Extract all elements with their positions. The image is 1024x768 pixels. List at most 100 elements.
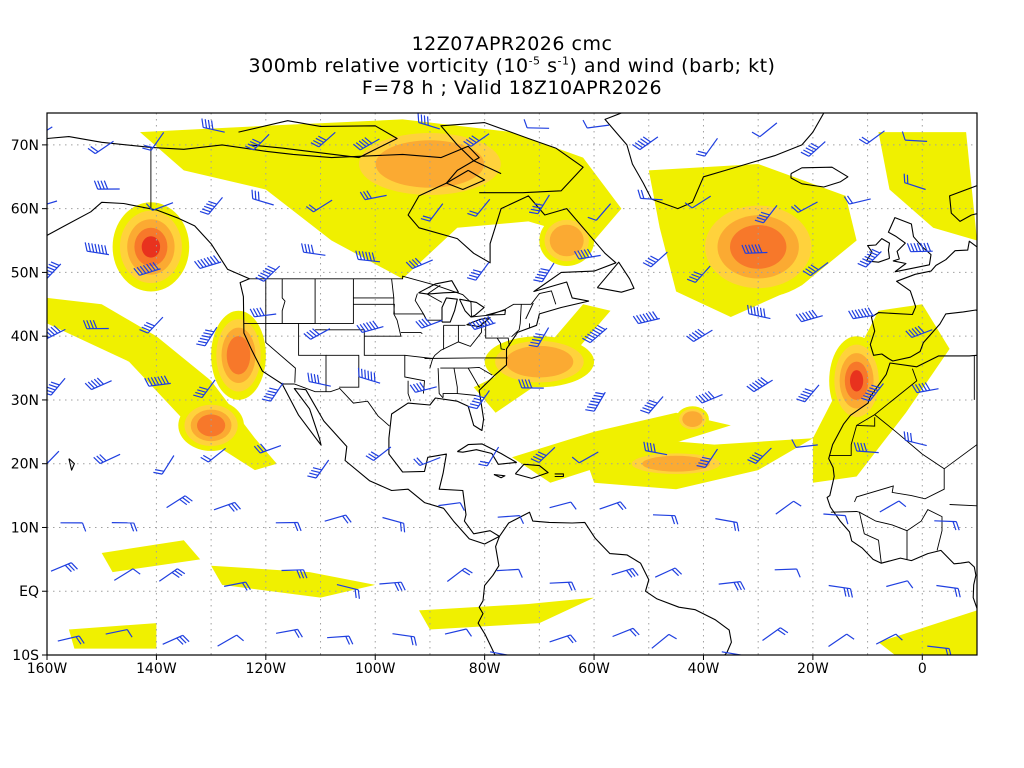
vorticity-tropical-atlantic-band	[621, 450, 731, 477]
wind-barb	[275, 628, 303, 639]
wind-barb	[478, 446, 500, 467]
border-segment-17	[407, 380, 412, 402]
wind-barb	[47, 450, 60, 465]
wind-barb	[523, 119, 550, 129]
contour-level-3	[505, 345, 574, 378]
wind-barb	[549, 501, 577, 510]
wind-barb	[145, 202, 174, 211]
baffin-island	[440, 122, 584, 194]
border-segment-6	[265, 323, 296, 383]
wind-barb	[133, 262, 161, 276]
x-tick-label: 80W	[469, 661, 501, 677]
plot-area	[47, 113, 977, 655]
wind-barb	[686, 328, 713, 343]
wind-barb	[654, 567, 683, 578]
wind-barb	[356, 320, 384, 333]
wind-barb	[139, 316, 164, 334]
border-segment-3	[265, 278, 316, 324]
wind-barb	[307, 459, 330, 479]
wind-barb	[93, 453, 121, 465]
wind-barb	[582, 119, 610, 129]
wind-barb	[587, 203, 612, 221]
wind-barb	[879, 500, 907, 513]
wind-barb	[93, 180, 120, 190]
wind-barb	[875, 633, 903, 645]
plot-frame	[46, 112, 978, 656]
wind-barb	[201, 118, 225, 133]
wind-barb	[382, 516, 406, 533]
wind-barb	[632, 136, 659, 151]
africa-border-3	[859, 509, 943, 551]
wind-barb	[255, 265, 281, 282]
border-segment-28	[496, 337, 505, 351]
wind-barb	[353, 137, 380, 151]
border-segment-1	[249, 275, 557, 318]
wind-barbs	[47, 113, 961, 655]
lake-huron	[459, 298, 485, 318]
africa-border-7	[949, 504, 977, 507]
vorticity-envelope-7	[512, 412, 731, 483]
lake-michigan	[441, 297, 458, 323]
wind-barb	[775, 500, 802, 515]
europe-africa-west	[949, 185, 977, 222]
wind-barb	[47, 261, 62, 280]
cuba	[457, 443, 517, 465]
wind-barb	[468, 316, 496, 331]
x-tick-label: 160W	[27, 661, 68, 677]
wind-barb	[715, 518, 740, 532]
border-segment-21	[457, 393, 477, 396]
wind-barb	[405, 257, 433, 270]
wind-barb	[861, 383, 884, 402]
wind-barb	[747, 447, 772, 464]
field-description-title: 300mb relative vorticity (10-5 s-1) and …	[0, 55, 1024, 77]
wind-barb	[582, 324, 608, 344]
wind-barb	[327, 635, 354, 645]
africa-border-6	[943, 444, 977, 470]
wind-barb	[468, 390, 490, 410]
vorticity-northeast-pacific-lobe	[211, 310, 266, 400]
greenland	[604, 113, 825, 210]
wind-barb	[275, 521, 302, 532]
wind-barb	[420, 203, 444, 222]
wind-barb	[684, 195, 712, 209]
south-america-pacific	[477, 536, 500, 655]
wind-barb	[213, 501, 241, 512]
border-segment-4	[243, 278, 354, 324]
wind-barb	[223, 581, 251, 591]
wind-barb	[843, 195, 871, 205]
x-tick-label: 40W	[688, 661, 720, 677]
wind-barb	[281, 569, 308, 579]
x-tick-label: 140W	[136, 661, 177, 677]
y-tick-label: 50N	[11, 265, 39, 281]
wind-barb	[848, 307, 875, 320]
wind-barb	[936, 584, 961, 598]
wind-barb	[336, 584, 360, 599]
wind-barb	[444, 628, 472, 637]
wind-barb	[611, 567, 639, 578]
wind-barb	[217, 634, 244, 647]
wind-barb	[533, 262, 555, 283]
wind-barb	[245, 133, 270, 151]
contour-level-3	[682, 411, 703, 427]
wind-barb	[467, 198, 491, 217]
wind-barb	[718, 581, 746, 591]
y-tick-label: 60N	[11, 202, 39, 218]
field-exponent-2: -1	[557, 54, 570, 68]
wind-barb	[463, 133, 490, 147]
puerto-rico	[554, 473, 564, 478]
wind-barb	[392, 633, 417, 646]
y-tick-label: EQ	[19, 584, 39, 600]
wind-barb	[446, 567, 473, 582]
contour-level-3	[549, 224, 584, 257]
wind-barb	[549, 581, 576, 591]
x-tick-label: 120W	[246, 661, 287, 677]
vorticity-envelope-11	[68, 623, 157, 649]
wind-barb	[47, 377, 66, 396]
wind-barb	[359, 190, 387, 201]
border-segment-5	[281, 278, 286, 324]
wind-barb	[105, 629, 133, 638]
axis-ticks: 160W 140W 120W 100W 80W 60W 40W 20W 0 70N 60N 50N 40…	[11, 138, 927, 677]
wind-barb	[695, 390, 723, 404]
wind-barb	[415, 317, 443, 329]
wind-barb	[57, 635, 85, 645]
